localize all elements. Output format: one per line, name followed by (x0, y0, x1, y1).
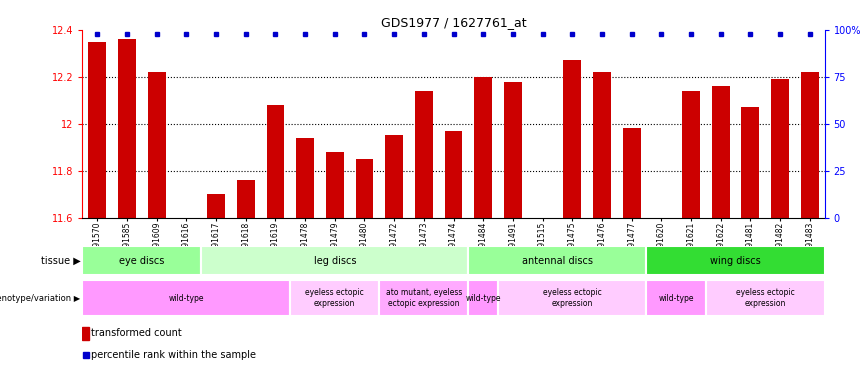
Bar (647, 246, 825, 275)
Bar (474, 77, 492, 218)
Bar (622, 128, 641, 217)
Title: GDS1977 / 1627761_at: GDS1977 / 1627761_at (381, 16, 526, 29)
Text: wild-type: wild-type (465, 294, 501, 303)
Text: tissue ▶: tissue ▶ (41, 256, 81, 266)
Bar (201, 246, 469, 275)
Text: transformed count: transformed count (91, 328, 182, 338)
Bar (498, 280, 647, 316)
Bar (118, 39, 136, 218)
Bar (237, 180, 254, 218)
Bar (296, 138, 314, 218)
Bar (469, 280, 498, 316)
Bar (385, 135, 403, 218)
Bar (415, 91, 433, 218)
Bar (801, 72, 819, 217)
Text: percentile rank within the sample: percentile rank within the sample (91, 350, 256, 360)
Bar (712, 86, 730, 218)
Text: eyeless ectopic
expression: eyeless ectopic expression (736, 288, 794, 308)
Bar (326, 152, 344, 217)
Bar (89, 42, 106, 218)
Bar (379, 280, 469, 316)
Text: eye discs: eye discs (119, 256, 165, 266)
Bar (356, 159, 373, 218)
Bar (504, 82, 522, 218)
Text: leg discs: leg discs (313, 256, 356, 266)
Text: eyeless ectopic
expression: eyeless ectopic expression (306, 288, 365, 308)
Text: wild-type: wild-type (168, 294, 204, 303)
Bar (682, 91, 700, 218)
Bar (290, 280, 379, 316)
Bar (534, 217, 551, 323)
Bar (593, 72, 611, 217)
Text: eyeless ectopic
expression: eyeless ectopic expression (542, 288, 602, 308)
Text: genotype/variation ▶: genotype/variation ▶ (0, 294, 81, 303)
Bar (469, 246, 647, 275)
Bar (266, 105, 285, 218)
Bar (563, 60, 582, 217)
Bar (82, 327, 89, 340)
Bar (444, 131, 463, 218)
Bar (82, 246, 201, 275)
Bar (177, 217, 195, 325)
Bar (647, 280, 706, 316)
Bar (653, 217, 670, 241)
Text: antennal discs: antennal discs (522, 256, 593, 266)
Text: wild-type: wild-type (659, 294, 694, 303)
Bar (741, 107, 760, 218)
Bar (771, 79, 789, 218)
Text: wing discs: wing discs (710, 256, 761, 266)
Bar (82, 280, 290, 316)
Text: ato mutant, eyeless
ectopic expression: ato mutant, eyeless ectopic expression (385, 288, 462, 308)
Bar (706, 280, 825, 316)
Bar (207, 194, 225, 217)
Bar (148, 72, 166, 217)
